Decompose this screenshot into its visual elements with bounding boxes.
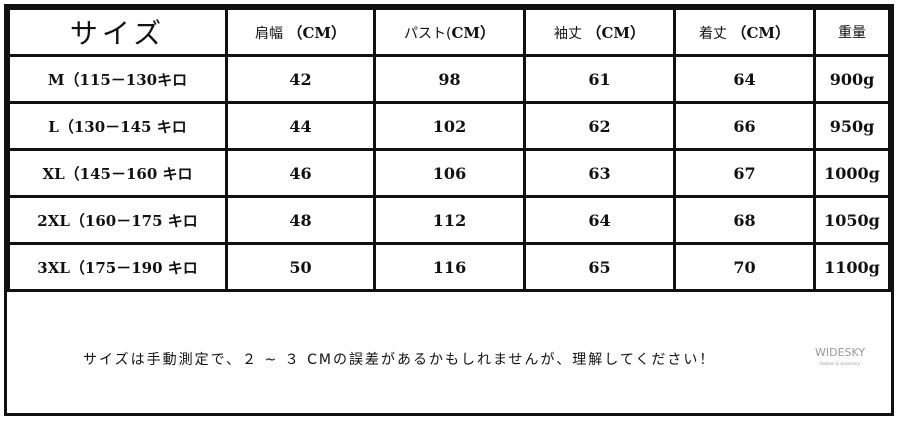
size-chart: サイズ 肩幅 （CM） パスト(CM） 袖丈 （CM） 着丈 （CM） 重量 M… bbox=[4, 4, 894, 416]
cell-weight: 900g bbox=[813, 54, 891, 104]
note-area: サイズは手動測定で、２ ~ ３ CMの誤差があるかもしれませんが、理解してくださ… bbox=[7, 301, 891, 413]
cell-length: 64 bbox=[673, 54, 816, 104]
cell-sleeve: 63 bbox=[523, 148, 676, 198]
cell-weight: 1100g bbox=[813, 242, 891, 292]
table-row: XL（145－160 キロ 46 106 63 67 1000g bbox=[7, 148, 891, 198]
cell-sleeve: 65 bbox=[523, 242, 676, 292]
cell-size: 2XL（160－175 キロ bbox=[7, 195, 228, 245]
cell-length: 68 bbox=[673, 195, 816, 245]
measurement-note: サイズは手動測定で、２ ~ ３ CMの誤差があるかもしれませんが、理解してくださ… bbox=[83, 352, 716, 368]
cell-shoulder: 46 bbox=[225, 148, 376, 198]
cell-size: 3XL（175－190 キロ bbox=[7, 242, 228, 292]
header-size: サイズ bbox=[7, 7, 228, 57]
header-weight: 重量 bbox=[813, 7, 891, 57]
cell-shoulder: 48 bbox=[225, 195, 376, 245]
logo-name: WIDESKY bbox=[815, 346, 866, 359]
header-row: サイズ 肩幅 （CM） パスト(CM） 袖丈 （CM） 着丈 （CM） 重量 bbox=[7, 7, 891, 57]
size-table: サイズ 肩幅 （CM） パスト(CM） 袖丈 （CM） 着丈 （CM） 重量 M… bbox=[7, 7, 891, 292]
cell-sleeve: 61 bbox=[523, 54, 676, 104]
cell-shoulder: 44 bbox=[225, 101, 376, 151]
header-sleeve: 袖丈 （CM） bbox=[523, 7, 676, 57]
table-row: L（130－145 キロ 44 102 62 66 950g bbox=[7, 101, 891, 151]
cell-size: M（115－130キロ bbox=[7, 54, 228, 104]
cell-shoulder: 42 bbox=[225, 54, 376, 104]
logo-tagline: fashion & accessory bbox=[819, 361, 861, 366]
cell-bust: 98 bbox=[373, 54, 526, 104]
cell-length: 70 bbox=[673, 242, 816, 292]
cell-bust: 112 bbox=[373, 195, 526, 245]
cell-bust: 102 bbox=[373, 101, 526, 151]
cell-bust: 116 bbox=[373, 242, 526, 292]
table-row: M（115－130キロ 42 98 61 64 900g bbox=[7, 54, 891, 104]
cell-shoulder: 50 bbox=[225, 242, 376, 292]
cell-weight: 1000g bbox=[813, 148, 891, 198]
cell-length: 66 bbox=[673, 101, 816, 151]
brand-logo: WIDESKY fashion & accessory bbox=[815, 347, 865, 369]
cell-weight: 950g bbox=[813, 101, 891, 151]
cell-weight: 1050g bbox=[813, 195, 891, 245]
header-bust: パスト(CM） bbox=[373, 7, 526, 57]
cell-sleeve: 64 bbox=[523, 195, 676, 245]
header-shoulder: 肩幅 （CM） bbox=[225, 7, 376, 57]
cell-bust: 106 bbox=[373, 148, 526, 198]
cell-sleeve: 62 bbox=[523, 101, 676, 151]
cell-length: 67 bbox=[673, 148, 816, 198]
header-length: 着丈 （CM） bbox=[673, 7, 816, 57]
cell-size: XL（145－160 キロ bbox=[7, 148, 228, 198]
table-row: 2XL（160－175 キロ 48 112 64 68 1050g bbox=[7, 195, 891, 245]
cell-size: L（130－145 キロ bbox=[7, 101, 228, 151]
table-row: 3XL（175－190 キロ 50 116 65 70 1100g bbox=[7, 242, 891, 292]
